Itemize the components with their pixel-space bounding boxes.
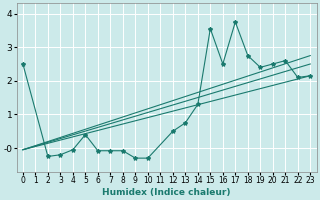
X-axis label: Humidex (Indice chaleur): Humidex (Indice chaleur) xyxy=(102,188,231,197)
